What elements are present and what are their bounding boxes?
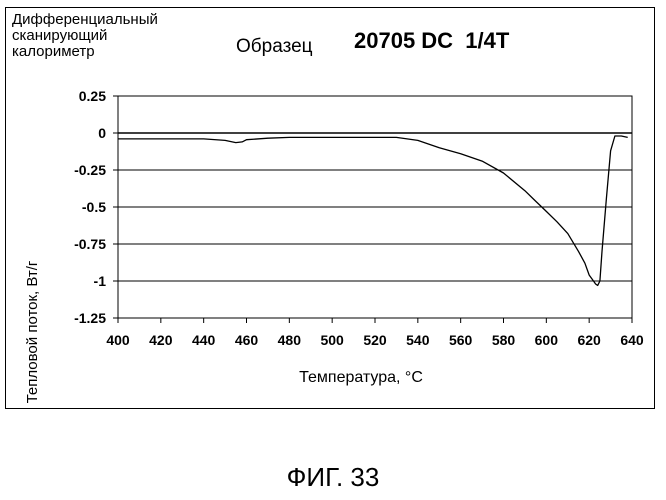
x-tick-label: 540 [406, 332, 430, 348]
x-tick-label: 580 [492, 332, 516, 348]
x-tick-label: 520 [363, 332, 387, 348]
figure-caption: ФИГ. 33 [233, 462, 433, 493]
x-axis-ticks: 400 420 440 460 480 500 520 540 560 580 600 620 640 [106, 318, 644, 348]
y-tick-label: -0.75 [74, 236, 106, 252]
x-tick-label: 460 [235, 332, 259, 348]
x-tick-label: 640 [620, 332, 644, 348]
x-tick-label: 600 [535, 332, 559, 348]
x-tick-label: 480 [278, 332, 302, 348]
x-tick-label: 620 [577, 332, 601, 348]
x-tick-label: 560 [449, 332, 473, 348]
x-tick-label: 420 [149, 332, 173, 348]
y-tick-label: -0.5 [82, 199, 106, 215]
x-tick-label: 500 [320, 332, 344, 348]
y-tick-label: -1.25 [74, 310, 106, 326]
x-tick-label: 400 [106, 332, 130, 348]
y-tick-label: -1 [94, 273, 107, 289]
y-tick-label: 0 [98, 125, 106, 141]
y-tick-label: -0.25 [74, 162, 106, 178]
x-tick-label: 440 [192, 332, 216, 348]
y-axis-ticks: 0.25 0 -0.25 -0.5 -0.75 -1 -1.25 [74, 88, 118, 326]
y-tick-label: 0.25 [79, 88, 106, 104]
